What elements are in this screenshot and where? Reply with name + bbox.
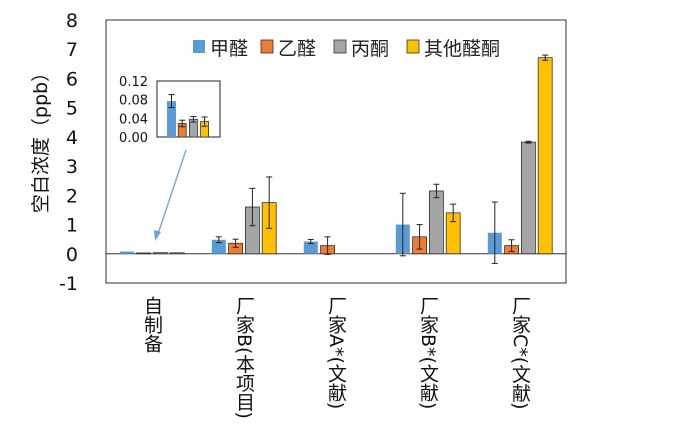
inset-tick-label: 0.12 — [119, 75, 148, 90]
legend-swatch — [333, 39, 347, 54]
x-tick-label: 厂家A*(文献) — [325, 296, 347, 410]
legend-swatch — [193, 40, 205, 53]
y-tick-label: 8 — [66, 10, 78, 32]
bar-其他醛酮 — [169, 252, 185, 255]
inset-arrow-head — [154, 230, 161, 241]
inset-tick-label: 0.04 — [119, 112, 148, 127]
legend-label: 其他醛酮 — [424, 38, 500, 60]
legend-label: 丙酮 — [351, 38, 389, 60]
x-tick-label: 自制备 — [141, 296, 163, 353]
legend-label: 甲醛 — [210, 38, 248, 60]
y-tick-label: -1 — [59, 273, 78, 295]
inset-bar-甲醛 — [167, 101, 176, 137]
x-tick-label: 厂家B(本项目) — [233, 296, 255, 419]
plot-frame — [105, 19, 567, 284]
y-tick-label: 2 — [66, 185, 78, 207]
inset-tick-label: 0.08 — [119, 94, 148, 109]
y-tick-label: 6 — [66, 68, 78, 90]
legend-label: 乙醛 — [278, 38, 316, 60]
inset-arrow-line — [157, 149, 187, 235]
bar-丙酮 — [152, 252, 168, 255]
inset-tick-label: 0.00 — [119, 131, 148, 146]
bar-乙醛 — [136, 252, 152, 255]
legend-swatch — [260, 39, 274, 54]
x-tick-label: 厂家B*(文献) — [417, 296, 439, 410]
bar-甲醛 — [119, 251, 134, 254]
bar-丙酮 — [521, 141, 536, 255]
y-axis-label: 空白浓度（ppb） — [30, 63, 52, 213]
y-tick-label: 0 — [66, 244, 78, 266]
bar-其他醛酮 — [537, 57, 553, 255]
y-tick-label: 5 — [66, 98, 78, 120]
x-tick-label: 厂家C*(文献) — [509, 296, 531, 410]
y-tick-label: 7 — [66, 39, 78, 61]
y-tick-label: 4 — [66, 127, 78, 149]
legend-swatch — [406, 39, 420, 54]
inset-frame — [156, 80, 221, 138]
y-tick-label: 3 — [66, 156, 78, 178]
bar-甲醛 — [211, 239, 226, 254]
y-tick-label: 1 — [66, 215, 78, 237]
bar-甲醛 — [303, 241, 318, 254]
bar-丙酮 — [428, 190, 444, 255]
